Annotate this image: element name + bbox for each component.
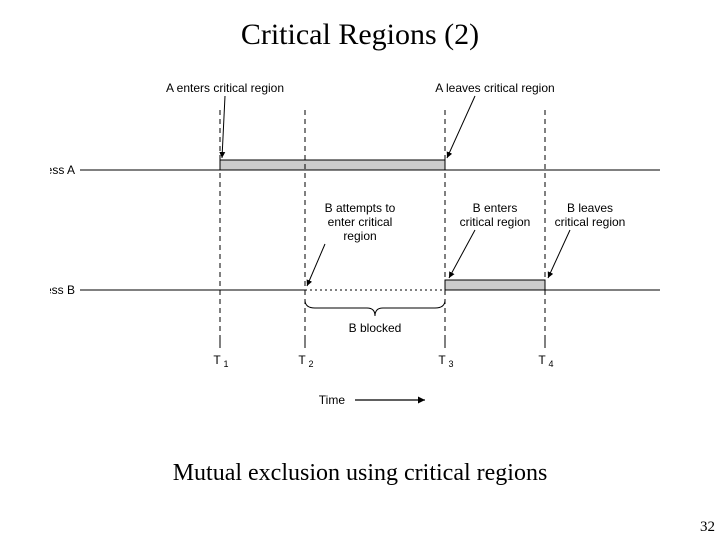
label-process-b: Process B xyxy=(50,283,75,297)
svg-text:T: T xyxy=(438,353,446,367)
svg-text:B enters: B enters xyxy=(473,201,518,215)
svg-text:T: T xyxy=(298,353,306,367)
svg-text:4: 4 xyxy=(548,359,553,369)
svg-text:B attempts to: B attempts to xyxy=(325,201,396,215)
label-process-a: Process A xyxy=(50,163,75,177)
label-time: Time xyxy=(319,393,346,407)
label-a-enters: A enters critical region xyxy=(166,81,284,95)
caption: Mutual exclusion using critical regions xyxy=(0,460,720,487)
svg-text:3: 3 xyxy=(448,359,453,369)
page-number: 32 xyxy=(700,519,715,536)
page-title: Critical Regions (2) xyxy=(0,18,720,52)
svg-text:2: 2 xyxy=(308,359,313,369)
svg-text:B leaves: B leaves xyxy=(567,201,613,215)
svg-text:critical region: critical region xyxy=(460,215,531,229)
svg-text:T: T xyxy=(213,353,221,367)
svg-text:T: T xyxy=(538,353,546,367)
label-b-blocked: B blocked xyxy=(349,321,402,335)
timing-diagram: Process A Process B A enters critical regi… xyxy=(50,80,670,410)
svg-text:enter critical: enter critical xyxy=(328,215,393,229)
svg-text:1: 1 xyxy=(223,359,228,369)
svg-text:region: region xyxy=(343,229,376,243)
svg-text:critical region: critical region xyxy=(555,215,626,229)
label-a-leaves: A leaves critical region xyxy=(435,81,554,95)
